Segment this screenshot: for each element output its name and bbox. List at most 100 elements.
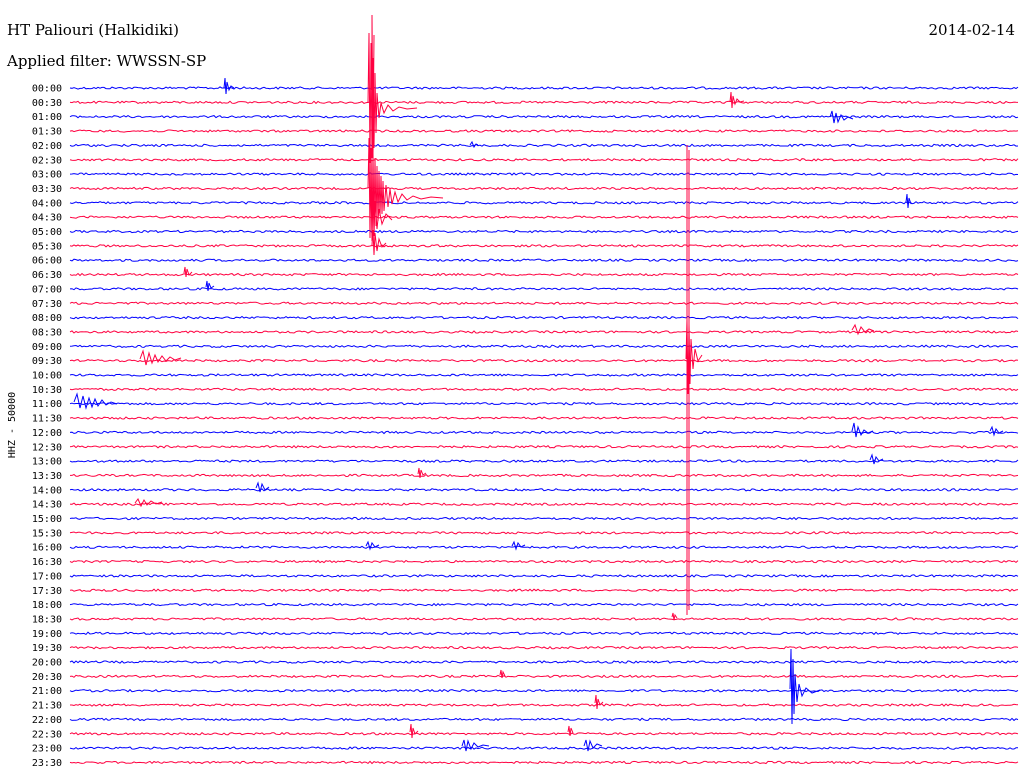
time-label-01-00: 01:00 [32, 112, 62, 123]
time-label-12-00: 12:00 [32, 428, 62, 439]
trace-row-14-30 [69, 502, 1019, 506]
time-label-22-30: 22:30 [32, 729, 62, 740]
time-label-06-00: 06:00 [32, 256, 62, 267]
time-label-04-00: 04:00 [32, 198, 62, 209]
trace-row-13-00 [69, 459, 1019, 463]
time-label-03-30: 03:30 [32, 184, 62, 195]
event-11-00 [73, 392, 118, 410]
event-08-30 [851, 323, 875, 336]
time-label-23-30: 23:30 [32, 758, 62, 769]
event-04-00 [905, 193, 912, 209]
time-label-07-00: 07:00 [32, 284, 62, 295]
filter-label: Applied filter: WWSSN-SP [7, 52, 207, 70]
time-label-00-30: 00:30 [32, 98, 62, 109]
trace-row-02-00 [69, 143, 1019, 148]
trace-row-19-30 [69, 645, 1019, 650]
trace-row-11-00 [69, 401, 1019, 406]
event-00-30-spike [371, 14, 375, 156]
time-label-21-30: 21:30 [32, 701, 62, 712]
trace-row-05-00 [69, 229, 1019, 234]
trace-row-23-30 [69, 760, 1019, 765]
time-label-07-30: 07:30 [32, 299, 62, 310]
seismic-events [73, 14, 1004, 752]
event-02-30 [469, 140, 479, 149]
time-label-11-00: 11:00 [32, 399, 62, 410]
event-04-30 [369, 185, 393, 242]
event-vertical [686, 145, 690, 615]
time-label-14-30: 14:30 [32, 500, 62, 511]
trace-row-20-00 [69, 660, 1019, 664]
trace-row-01-30 [69, 129, 1019, 133]
event-14-00 [255, 481, 270, 493]
trace-row-10-30 [69, 387, 1019, 392]
trace-row-08-00 [69, 315, 1019, 320]
time-label-08-30: 08:30 [32, 327, 62, 338]
time-label-02-00: 02:00 [32, 141, 62, 152]
time-label-18-30: 18:30 [32, 614, 62, 625]
time-label-21-00: 21:00 [32, 686, 62, 697]
trace-row-04-00 [69, 201, 1019, 205]
trace-row-13-30 [70, 473, 1019, 478]
trace-row-16-00 [69, 545, 1019, 549]
time-label-01-30: 01:30 [32, 127, 62, 138]
time-label-19-30: 19:30 [32, 643, 62, 654]
event-23-00 [461, 739, 490, 752]
time-label-10-00: 10:00 [32, 371, 62, 382]
trace-row-22-30 [69, 732, 1019, 736]
time-label-14-00: 14:00 [32, 485, 62, 496]
trace-row-07-00 [69, 287, 1019, 291]
time-label-17-00: 17:00 [32, 571, 62, 582]
time-labels: 00:00 00:30 01:00 01:30 02:00 02:30 03:00 03:30… [32, 84, 62, 769]
time-label-05-30: 05:30 [32, 241, 62, 252]
event-09-30-b [139, 349, 182, 366]
time-label-15-30: 15:30 [32, 528, 62, 539]
event-00-30-b [729, 91, 745, 109]
trace-row-23-00 [69, 746, 1019, 750]
trace-row-17-00 [69, 574, 1019, 578]
trace-row-16-30 [69, 559, 1019, 564]
trace-row-09-00 [69, 344, 1019, 349]
date-label: 2014-02-14 [928, 21, 1015, 39]
trace-row-17-30 [69, 588, 1019, 592]
time-label-00-00: 00:00 [32, 84, 62, 95]
time-label-05-00: 05:00 [32, 227, 62, 238]
trace-row-08-30 [69, 330, 1019, 334]
trace-row-06-00 [69, 258, 1019, 262]
time-label-17-30: 17:30 [32, 586, 62, 597]
time-label-09-30: 09:30 [32, 356, 62, 367]
event-18-30 [671, 612, 678, 621]
trace-row-22-00 [69, 717, 1019, 722]
trace-row-11-30 [69, 416, 1019, 420]
event-22-30 [409, 723, 419, 739]
event-16-00-b [511, 540, 526, 551]
trace-row-06-30 [69, 272, 1019, 277]
time-label-20-00: 20:00 [32, 658, 62, 669]
trace-row-10-00 [69, 373, 1019, 377]
event-12-00-b [989, 425, 1004, 437]
event-14-30 [134, 498, 163, 508]
event-09-30 [685, 318, 703, 395]
trace-row-18-30 [69, 617, 1019, 621]
trace-row-12-30 [69, 444, 1019, 449]
trace-row-07-30 [69, 301, 1019, 305]
time-label-13-00: 13:00 [32, 457, 62, 468]
event-16-00 [365, 540, 380, 551]
trace-row-12-00 [69, 430, 1019, 435]
station-title: HT Paliouri (Halkidiki) [7, 21, 179, 39]
y-axis-label: HHZ - 50000 [7, 392, 18, 458]
time-label-15-00: 15:00 [32, 514, 62, 525]
trace-row-02-30 [69, 158, 1019, 162]
trace-row-00-00 [69, 86, 1019, 90]
time-label-11-30: 11:30 [32, 414, 62, 425]
event-13-30 [417, 467, 427, 479]
trace-row-15-00 [69, 516, 1019, 521]
time-label-06-30: 06:30 [32, 270, 62, 281]
event-23-00-b [583, 739, 603, 752]
time-label-02-30: 02:30 [32, 155, 62, 166]
time-label-23-00: 23:00 [32, 744, 62, 755]
time-label-13-30: 13:30 [32, 471, 62, 482]
trace-row-18-00 [69, 602, 1019, 607]
event-20-30 [499, 669, 506, 679]
trace-row-20-30 [69, 674, 1019, 679]
